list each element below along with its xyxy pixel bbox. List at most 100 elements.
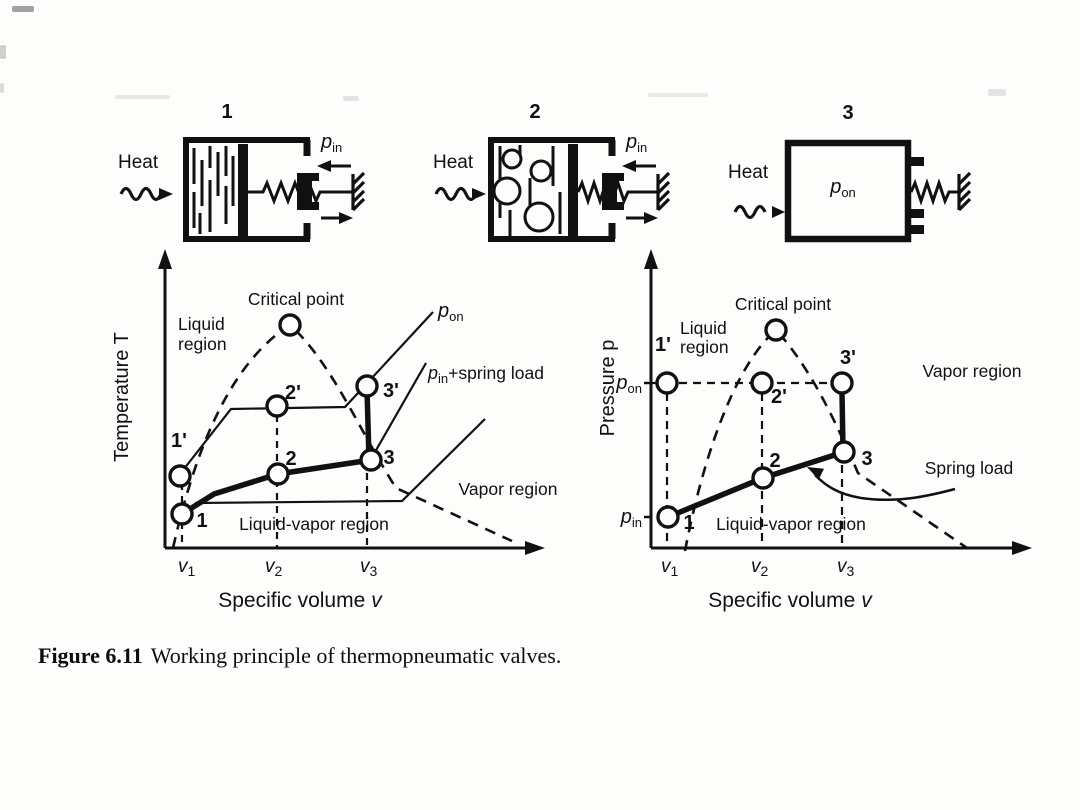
vapor-bubble [523, 201, 555, 233]
valve-body [784, 139, 912, 243]
valve-body [183, 137, 311, 242]
figure-caption: Figure 6.11 Working principle of thermopn… [38, 643, 561, 669]
x-axis-arrow-icon [525, 541, 545, 555]
saturation-dome [683, 328, 968, 552]
isobar-p-in [194, 418, 486, 505]
liquid-fill [192, 146, 235, 234]
device-1-schematic: 1 Heat [118, 101, 366, 242]
device-2-pressure-label: pin [625, 131, 647, 155]
point-label-1: 1 [196, 510, 207, 532]
liquid-region-label: Liquid [680, 318, 727, 338]
device-3-pressure-label: pon [829, 176, 856, 200]
valve-body [488, 137, 616, 242]
blocked-port-tabs [911, 157, 924, 234]
point-label-2p: 2' [771, 386, 787, 408]
vapor-bubble [501, 148, 523, 170]
x-axis-label: Specific volume v [218, 589, 383, 612]
inlet-arrow-icon [317, 160, 351, 172]
y-axis-label: Temperature T [111, 332, 133, 462]
x-axis-label: Specific volume v [708, 589, 873, 612]
x-tick-v2: v2 [751, 556, 769, 579]
spring-icon [248, 178, 353, 206]
membrane [238, 144, 248, 236]
vapor-bubble [492, 176, 522, 206]
x-tick-v3: v3 [360, 556, 378, 579]
p-on-tick-label: pon [615, 372, 642, 396]
point-label-3p: 3' [383, 380, 399, 402]
state-point-3p-marker [830, 371, 854, 395]
state-point-2-marker [266, 462, 290, 486]
x-tick-v1: v1 [661, 556, 679, 579]
device-3-heat-label: Heat [728, 162, 769, 183]
x-tick-v1: v1 [178, 556, 196, 579]
figure-caption-number: Figure 6.11 [38, 643, 143, 668]
state-point-3-marker [832, 440, 856, 464]
x-tick-v2: v2 [265, 556, 283, 579]
point-label-1p: 1' [171, 430, 187, 452]
state-point-1-marker [170, 502, 194, 526]
y-axis-arrow-icon [158, 249, 172, 269]
state-point-3p-marker [355, 374, 379, 398]
spring-icon [576, 178, 658, 206]
liquid-vapor-region-label: Liquid-vapor region [239, 514, 389, 534]
outlet-arrow-icon [321, 212, 353, 224]
boiling-liquid-fill [492, 145, 562, 236]
membrane [568, 144, 578, 236]
critical-point-marker [764, 318, 788, 342]
state-point-2-marker [751, 466, 775, 490]
pressure-volume-chart: Pressure p pon pin Critical point Liquid… [597, 249, 1032, 612]
device-3-schematic: 3 Heat pon [728, 102, 972, 243]
critical-point-marker [278, 313, 302, 337]
critical-point-label: Critical point [735, 294, 831, 314]
ground-hatch-icon [351, 171, 366, 212]
state-point-markers [168, 313, 383, 526]
spring-load-arrow-icon [807, 467, 956, 502]
device-2-number: 2 [529, 101, 540, 123]
device-2-schematic: 2 Heat [433, 101, 671, 242]
state-point-markers [655, 318, 856, 529]
y-axis-arrow-icon [644, 249, 658, 269]
scan-mark [0, 45, 6, 59]
point-label-1: 1 [683, 512, 694, 534]
ground-hatch-icon [957, 171, 972, 212]
device-2-heat-label: Heat [433, 152, 474, 173]
liquid-region-label: Liquid [178, 314, 225, 334]
device-1-heat-label: Heat [118, 152, 159, 173]
vapor-bubble [529, 159, 553, 183]
point-label-3p: 3' [840, 347, 856, 369]
liquid-vapor-region-label: Liquid-vapor region [716, 514, 866, 534]
scan-mark [988, 89, 1006, 96]
device-1-pressure-label: pin [320, 131, 342, 155]
scan-mark [343, 96, 359, 101]
state-point-3-marker [359, 448, 383, 472]
state-point-1-marker [656, 505, 680, 529]
point-label-2: 2 [285, 448, 296, 470]
outlet-arrow-icon [626, 212, 658, 224]
spring-icon [909, 178, 959, 206]
vapor-region-label: Vapor region [459, 479, 558, 499]
x-tick-v3: v3 [837, 556, 855, 579]
spring-load-label: Spring load [925, 458, 1014, 478]
axes [644, 261, 1014, 550]
temperature-volume-chart: Temperature T Critical point Liquid regi… [111, 249, 558, 612]
isobar-p-on-label: pon [437, 300, 464, 324]
process-path [666, 392, 846, 520]
liquid-region-label: region [680, 337, 729, 357]
x-axis-arrow-icon [1012, 541, 1032, 555]
axes [163, 261, 527, 550]
p-in-tick-label: pin [620, 506, 642, 530]
figure-caption-text: Working principle of thermopneumatic val… [150, 643, 562, 668]
state-point-1p-marker [168, 464, 192, 488]
process-path [180, 389, 372, 517]
scan-mark [0, 83, 4, 93]
state-point-2p-marker [750, 371, 774, 395]
device-1-number: 1 [221, 101, 232, 123]
point-label-2p: 2' [285, 382, 301, 404]
vapor-region-label: Vapor region [923, 361, 1022, 381]
state-point-2p-marker [265, 394, 289, 418]
device-3-number: 3 [842, 102, 853, 124]
inlet-arrow-icon [622, 160, 656, 172]
liquid-region-label: region [178, 334, 227, 354]
scan-mark [115, 95, 170, 99]
